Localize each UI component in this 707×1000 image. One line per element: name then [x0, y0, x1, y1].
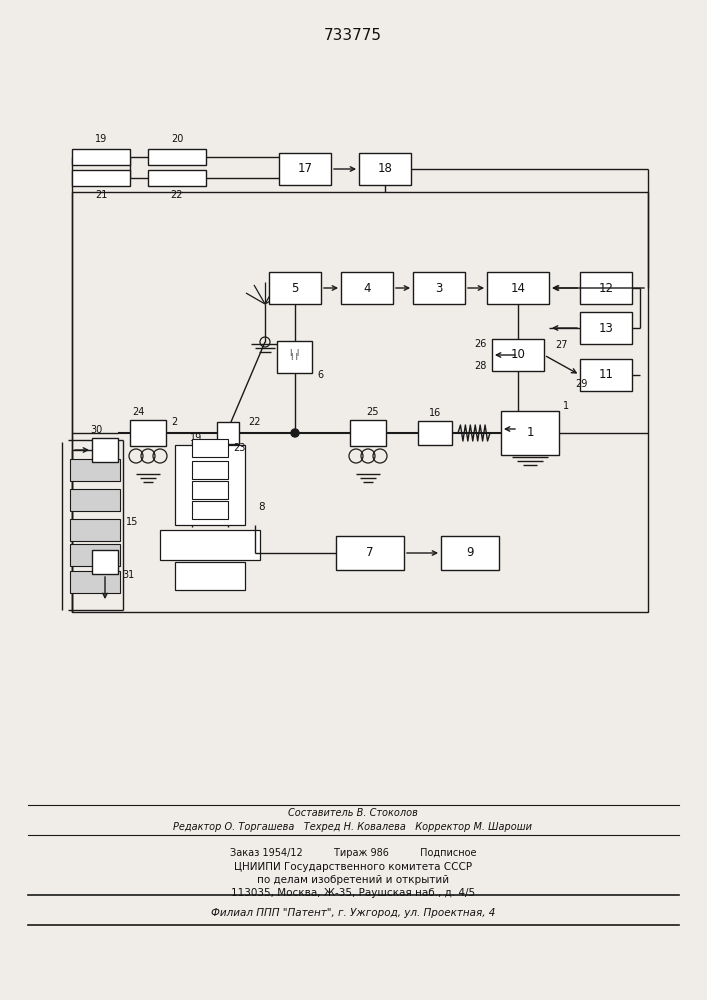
Bar: [350, 420, 386, 446]
Text: 16: 16: [429, 408, 441, 418]
Bar: [279, 153, 331, 185]
Text: 733775: 733775: [324, 27, 382, 42]
Text: 4: 4: [363, 282, 370, 294]
Text: 19: 19: [95, 134, 107, 144]
Text: 24: 24: [132, 407, 144, 417]
Text: 21: 21: [95, 190, 107, 200]
Text: 15: 15: [126, 517, 139, 527]
Bar: [72, 192, 648, 612]
Bar: [217, 422, 239, 444]
Bar: [501, 411, 559, 455]
Text: 1: 1: [526, 426, 534, 440]
Bar: [148, 149, 206, 165]
Bar: [413, 272, 465, 304]
Text: 13: 13: [599, 322, 614, 334]
Text: Редактор О. Торгашева   Техред Н. Ковалева   Корректор М. Шароши: Редактор О. Торгашева Техред Н. Ковалева…: [173, 822, 532, 832]
Text: 10: 10: [510, 349, 525, 361]
Bar: [70, 571, 120, 593]
Text: 12: 12: [599, 282, 614, 294]
Text: 22: 22: [248, 417, 260, 427]
Bar: [580, 359, 632, 391]
Text: 18: 18: [378, 162, 392, 176]
Text: 11: 11: [599, 368, 614, 381]
Text: Заказ 1954/12          Тираж 986          Подписное: Заказ 1954/12 Тираж 986 Подписное: [230, 848, 477, 858]
Bar: [492, 339, 544, 371]
Bar: [359, 153, 411, 185]
Text: 19: 19: [190, 433, 202, 443]
Text: |  |: | |: [291, 350, 300, 357]
Bar: [269, 272, 321, 304]
Text: ЦНИИПИ Государственного комитета СССР: ЦНИИПИ Государственного комитета СССР: [234, 862, 472, 872]
Text: 6: 6: [317, 370, 324, 380]
Bar: [192, 439, 228, 457]
Bar: [92, 438, 118, 462]
Bar: [487, 272, 549, 304]
Text: 28: 28: [474, 361, 486, 371]
Bar: [278, 341, 312, 373]
Text: Составитель В. Стоколов: Составитель В. Стоколов: [288, 808, 418, 818]
Bar: [148, 170, 206, 186]
Text: 113035, Москва, Ж-35, Раушская наб., д. 4/5: 113035, Москва, Ж-35, Раушская наб., д. …: [231, 888, 475, 898]
Bar: [72, 149, 130, 165]
Bar: [160, 530, 260, 560]
Text: Филиал ППП "Патент", г. Ужгород, ул. Проектная, 4: Филиал ППП "Патент", г. Ужгород, ул. Про…: [211, 908, 495, 918]
Bar: [130, 420, 166, 446]
Text: 5: 5: [291, 282, 298, 294]
Bar: [70, 489, 120, 511]
Text: 29: 29: [575, 379, 588, 389]
Text: 9: 9: [466, 546, 474, 560]
Text: 31: 31: [122, 570, 134, 580]
Bar: [192, 501, 228, 519]
Text: 26: 26: [474, 339, 486, 349]
Bar: [70, 519, 120, 541]
Bar: [441, 536, 499, 570]
Bar: [192, 461, 228, 479]
Bar: [92, 550, 118, 574]
Text: 8: 8: [258, 502, 264, 512]
Bar: [341, 272, 393, 304]
Text: | |: | |: [291, 354, 298, 360]
Bar: [175, 445, 245, 525]
Bar: [192, 481, 228, 499]
Text: 7: 7: [366, 546, 374, 560]
Bar: [72, 170, 130, 186]
Text: 21: 21: [210, 443, 223, 453]
Bar: [70, 544, 120, 566]
Text: 1: 1: [563, 401, 569, 411]
Text: 20: 20: [171, 134, 183, 144]
Text: 17: 17: [298, 162, 312, 176]
Text: 30: 30: [90, 425, 103, 435]
Bar: [336, 536, 404, 570]
Text: по делам изобретений и открытий: по делам изобретений и открытий: [257, 875, 449, 885]
Text: 27: 27: [556, 340, 568, 350]
Text: 23: 23: [233, 443, 245, 453]
Circle shape: [291, 429, 299, 437]
Text: 22: 22: [171, 190, 183, 200]
Bar: [580, 272, 632, 304]
Text: 25: 25: [366, 407, 378, 417]
Text: 2: 2: [171, 417, 177, 427]
Bar: [175, 562, 245, 590]
Text: 14: 14: [510, 282, 525, 294]
Bar: [580, 312, 632, 344]
Bar: [70, 459, 120, 481]
Text: 3: 3: [436, 282, 443, 294]
Bar: [418, 421, 452, 445]
